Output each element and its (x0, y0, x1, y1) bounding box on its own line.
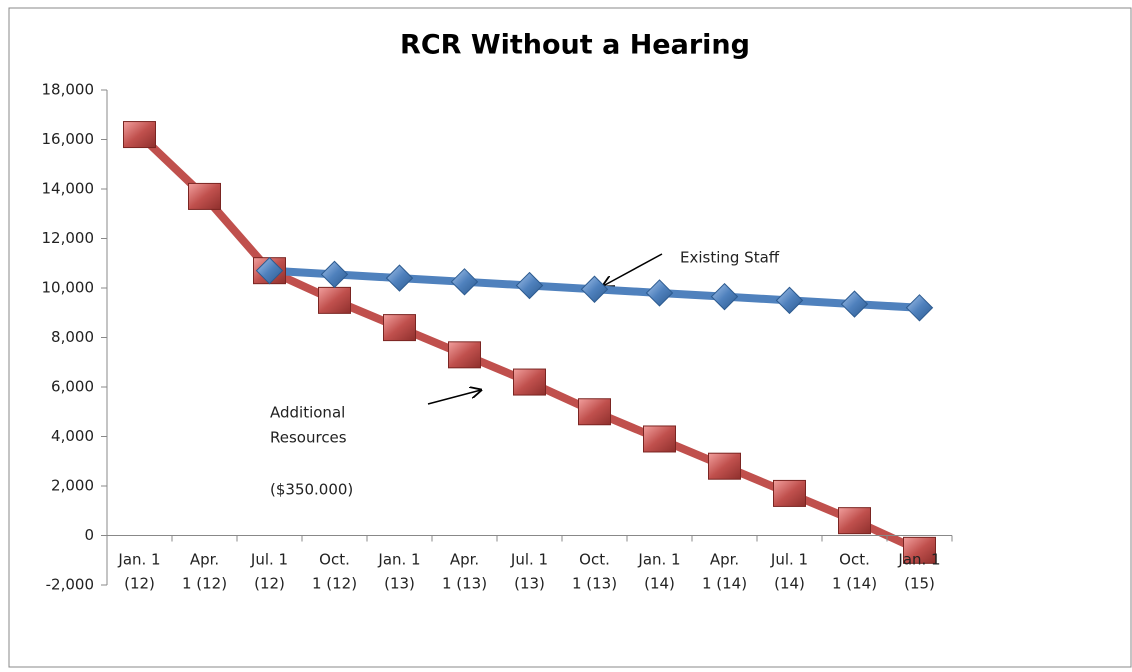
marker (383, 314, 416, 342)
arrow (603, 253, 663, 286)
marker (840, 290, 869, 318)
x-tick-label: Apr. 1 (13) (442, 550, 487, 592)
frame (8, 7, 1132, 668)
arrow (427, 390, 481, 405)
y-tick-label: 2,000 (51, 477, 94, 495)
annotation: Resources (270, 429, 347, 447)
marker (773, 479, 806, 507)
x-tick-label: Apr. 1 (12) (182, 550, 227, 592)
annotation: ($350.000) (270, 481, 353, 499)
y-tick-label: 8,000 (51, 328, 94, 346)
annotation: Additional (270, 404, 345, 422)
annotation: Existing Staff (680, 249, 780, 267)
marker (838, 507, 871, 535)
marker (515, 271, 544, 300)
x-tick-label: Jul. 1 (12) (250, 550, 288, 592)
marker (643, 425, 676, 453)
y-tick-label: 0 (84, 526, 94, 544)
marker (255, 256, 284, 285)
marker (513, 368, 546, 396)
plot (123, 121, 936, 564)
marker (450, 268, 479, 296)
marker (578, 398, 611, 426)
x-tick-label: Oct. 1 (12) (312, 550, 357, 592)
x-tick-label: Oct. 1 (13) (572, 550, 617, 592)
marker (775, 286, 804, 315)
x-tick-label: Jan. 1 (13) (377, 550, 420, 592)
marker (645, 279, 674, 307)
marker (708, 452, 741, 480)
marker (385, 264, 414, 292)
y-tick-label: 10,000 (42, 279, 95, 297)
marker (188, 182, 221, 210)
y-tick-label: 12,000 (42, 229, 95, 247)
x-tick-label: Oct. 1 (14) (832, 550, 877, 592)
marker (580, 275, 609, 303)
y-tick-label: -2,000 (46, 576, 94, 594)
marker (905, 294, 934, 322)
marker (903, 536, 936, 564)
x-tick-label: Jan. 1 (15) (897, 550, 940, 592)
x-tick-label: Jan. 1 (12) (117, 550, 160, 592)
marker (320, 260, 349, 289)
x-tick-label: Jul. 1 (14) (770, 550, 808, 592)
y-tick-label: 4,000 (51, 427, 94, 445)
x-tick-label: Jul. 1 (13) (510, 550, 548, 592)
y-tick-label: 14,000 (42, 180, 95, 198)
y-tick-label: 18,000 (42, 81, 95, 99)
marker (448, 341, 481, 369)
y-tick-label: 6,000 (51, 378, 94, 396)
x-tick-label: Jan. 1 (14) (637, 550, 680, 592)
marker (318, 286, 351, 314)
y-tick-label: 16,000 (42, 130, 95, 148)
marker (710, 282, 739, 311)
chart-title: RCR Without a Hearing (400, 30, 750, 61)
marker (123, 121, 156, 149)
x-tick-label: Apr. 1 (14) (702, 550, 747, 592)
